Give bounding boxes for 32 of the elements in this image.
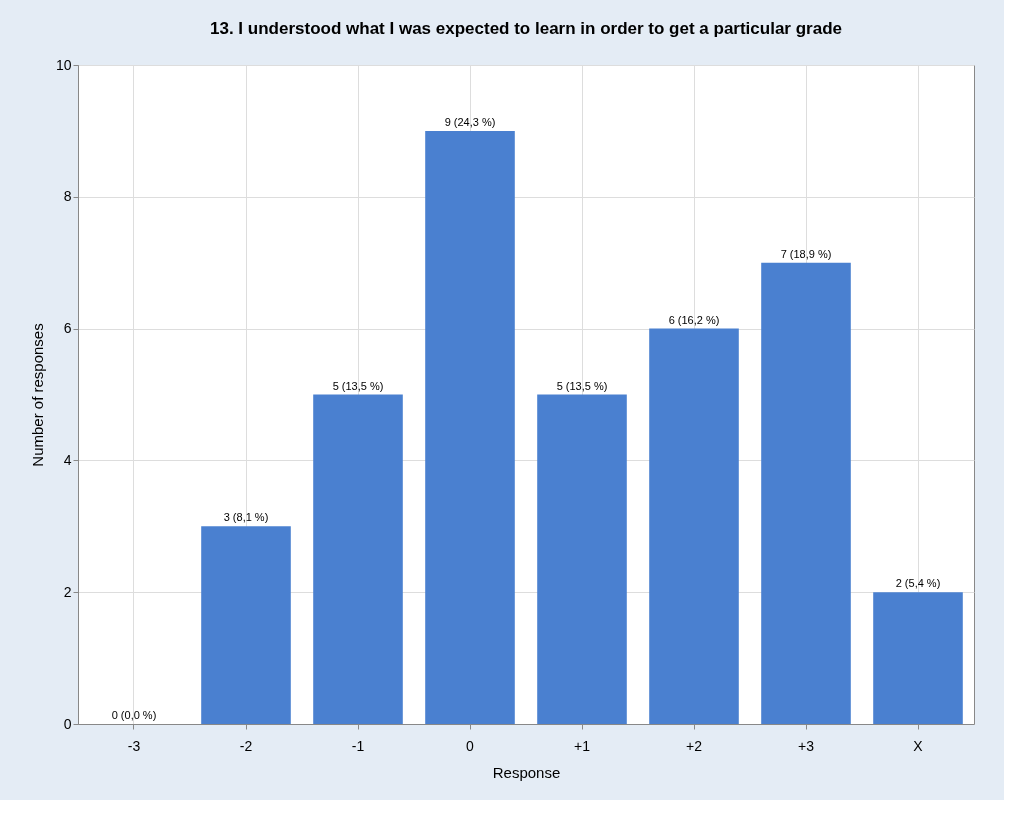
x-tick-label: +1 <box>574 737 591 754</box>
x-tick-label: -2 <box>239 737 253 754</box>
data-label: 2 (5,4 %) <box>895 577 941 590</box>
bar <box>873 592 963 724</box>
bar <box>537 394 627 724</box>
bar <box>761 262 851 724</box>
data-label: 5 (13,5 %) <box>556 379 608 392</box>
x-tick-label: +2 <box>686 737 703 754</box>
data-label: 7 (18,9 %) <box>780 247 832 260</box>
x-tick-label: X <box>913 737 924 754</box>
bar <box>313 394 403 724</box>
data-label: 0 (0,0 %) <box>111 709 157 721</box>
data-label: 9 (24,3 %) <box>444 115 496 128</box>
chart-title: 13. I understood what I was expected to learn in order to get a particular grade <box>210 19 842 38</box>
data-label: 5 (13,5 %) <box>332 379 384 392</box>
x-axis-title: Response <box>492 763 561 781</box>
y-tick-label: 0 <box>63 715 72 732</box>
bar <box>201 526 291 724</box>
y-tick-label: 6 <box>63 320 72 337</box>
data-label: 6 (16,2 %) <box>668 313 720 326</box>
y-tick-label: 8 <box>63 188 72 205</box>
x-tick-label: -1 <box>351 737 365 754</box>
bar <box>425 130 515 724</box>
y-tick-label: 4 <box>63 451 72 468</box>
y-tick-label: 10 <box>55 56 72 73</box>
x-tick-label: 0 <box>466 737 475 754</box>
y-axis-title: Number of responses <box>28 323 46 467</box>
x-tick-label: -3 <box>127 737 141 754</box>
y-tick-label: 2 <box>63 583 72 600</box>
bar <box>649 328 739 724</box>
data-label: 3 (8,1 %) <box>223 511 269 524</box>
x-tick-label: +3 <box>798 737 815 754</box>
